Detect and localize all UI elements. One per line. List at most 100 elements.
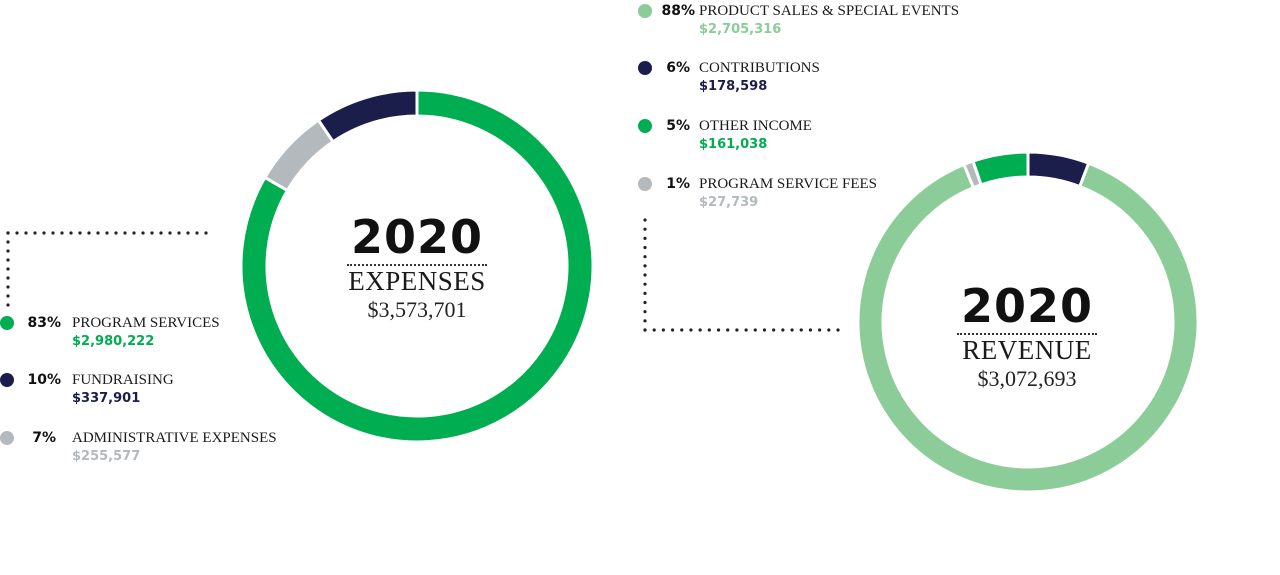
connector-dot bbox=[150, 231, 154, 235]
connector-dot bbox=[762, 328, 767, 332]
revenue-legend-item-other-income: 5% OTHER INCOME $161,038 bbox=[638, 116, 968, 156]
legend-amount: $337,901 bbox=[72, 391, 141, 406]
connector-dot bbox=[643, 328, 647, 332]
legend-percent: 1% bbox=[666, 176, 690, 192]
legend-amount: $2,705,316 bbox=[699, 22, 782, 37]
revenue-total: $3,072,693 bbox=[977, 366, 1077, 391]
connector-dot bbox=[177, 231, 181, 235]
connector-dot bbox=[6, 276, 10, 280]
connector-dot bbox=[42, 231, 46, 235]
expenses-slice-program-services bbox=[239, 88, 595, 444]
connector-dot bbox=[159, 231, 163, 235]
legend-percent: 5% bbox=[666, 118, 690, 134]
connector-dot bbox=[141, 231, 145, 235]
revenue-legend-item-contributions: 6% CONTRIBUTIONS $178,598 bbox=[638, 58, 968, 98]
connector-dot bbox=[799, 328, 803, 332]
connector-dot bbox=[643, 310, 647, 314]
legend-label: ADMINISTRATIVE EXPENSES bbox=[72, 430, 277, 446]
connector-dot bbox=[716, 328, 721, 332]
legend-amount: $178,598 bbox=[699, 79, 768, 94]
expenses-connector bbox=[6, 231, 208, 307]
connector-dot bbox=[195, 231, 199, 235]
expenses-rule bbox=[347, 264, 487, 266]
legend-swatch bbox=[638, 4, 652, 18]
connector-dot bbox=[69, 231, 73, 235]
connector-dot bbox=[6, 231, 10, 235]
connector-dot bbox=[643, 273, 647, 277]
revenue-connector bbox=[643, 218, 840, 332]
revenue-title: REVENUE bbox=[962, 335, 1092, 365]
connector-dot bbox=[87, 231, 91, 235]
legend-percent: 7% bbox=[32, 430, 56, 446]
connector-dot bbox=[51, 231, 55, 235]
revenue-center-label: 2020 REVENUE $3,072,693 bbox=[922, 283, 1132, 393]
revenue-year: 2020 bbox=[960, 279, 1094, 333]
connector-dot bbox=[78, 231, 82, 235]
connector-dot bbox=[643, 300, 647, 305]
legend-percent: 88% bbox=[661, 3, 695, 19]
connector-dot bbox=[652, 328, 656, 332]
connector-dot bbox=[753, 328, 757, 332]
expenses-slice-administrative-expenses bbox=[263, 118, 335, 193]
expenses-legend-item-administrative: 7% ADMINISTRATIVE EXPENSES $255,577 bbox=[0, 428, 300, 468]
connector-dot bbox=[643, 319, 647, 323]
revenue-legend-item-program-service-fees: 1% PROGRAM SERVICE FEES $27,739 bbox=[638, 174, 968, 214]
connector-dot bbox=[643, 227, 647, 231]
revenue-rule bbox=[957, 333, 1097, 335]
connector-dot bbox=[6, 240, 10, 244]
legend-percent: 6% bbox=[666, 60, 690, 76]
connector-dot bbox=[6, 258, 10, 262]
connector-dot bbox=[15, 231, 19, 235]
revenue-slice-product-sales-special-events bbox=[856, 161, 1200, 494]
legend-amount: $161,038 bbox=[699, 137, 768, 152]
connector-dot bbox=[123, 231, 127, 235]
connector-dot bbox=[707, 328, 711, 332]
connector-dot bbox=[96, 231, 100, 235]
legend-swatch bbox=[0, 373, 14, 387]
legend-swatch bbox=[0, 316, 14, 330]
connector-dot bbox=[168, 231, 172, 235]
connector-dot bbox=[781, 328, 785, 332]
connector-dot bbox=[735, 328, 739, 332]
legend-amount: $27,739 bbox=[699, 195, 759, 210]
legend-percent: 10% bbox=[27, 372, 61, 388]
expenses-total: $3,573,701 bbox=[367, 297, 467, 322]
connector-dot bbox=[744, 328, 748, 332]
connector-dot bbox=[6, 303, 10, 307]
connector-dot bbox=[24, 231, 28, 235]
connector-dot bbox=[643, 218, 647, 222]
expenses-title: EXPENSES bbox=[348, 266, 486, 296]
connector-dot bbox=[836, 328, 840, 332]
legend-label: PRODUCT SALES & SPECIAL EVENTS bbox=[699, 3, 960, 19]
connector-dot bbox=[827, 328, 831, 332]
legend-swatch bbox=[638, 119, 652, 133]
connector-dot bbox=[60, 231, 64, 235]
revenue-slice-contributions bbox=[1026, 150, 1091, 189]
connector-dot bbox=[33, 231, 37, 235]
expenses-legend-item-program-services: 83% PROGRAM SERVICES $2,980,222 bbox=[0, 313, 260, 353]
revenue-legend-item-product-sales: 88% PRODUCT SALES & SPECIAL EVENTS $2,70… bbox=[638, 1, 968, 41]
revenue-donut bbox=[856, 150, 1200, 494]
legend-amount: $2,980,222 bbox=[72, 334, 155, 349]
connector-dot bbox=[680, 328, 684, 332]
connector-dot bbox=[698, 328, 702, 332]
connector-dot bbox=[772, 328, 776, 332]
legend-swatch bbox=[638, 177, 652, 191]
connector-dot bbox=[105, 231, 109, 235]
connector-dot bbox=[790, 328, 794, 332]
connector-dot bbox=[204, 231, 208, 235]
legend-label: CONTRIBUTIONS bbox=[699, 60, 820, 76]
connector-dot bbox=[643, 236, 647, 240]
connector-dot bbox=[114, 231, 118, 235]
connector-dot bbox=[670, 328, 675, 332]
connector-dot bbox=[643, 245, 647, 250]
connector-dot bbox=[186, 231, 190, 235]
legend-label: PROGRAM SERVICES bbox=[72, 315, 220, 331]
legend-percent: 83% bbox=[27, 315, 61, 331]
connector-dot bbox=[661, 328, 665, 332]
legend-label: PROGRAM SERVICE FEES bbox=[699, 176, 878, 192]
expenses-year: 2020 bbox=[350, 210, 484, 264]
connector-dot bbox=[808, 328, 813, 332]
connector-dot bbox=[643, 282, 647, 286]
